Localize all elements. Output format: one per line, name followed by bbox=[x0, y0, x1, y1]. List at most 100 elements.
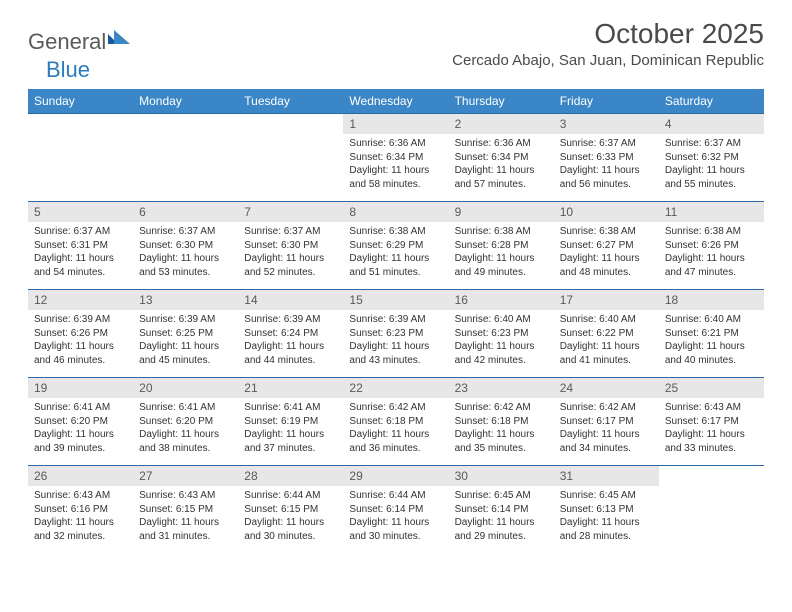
calendar-cell: 5Sunrise: 6:37 AMSunset: 6:31 PMDaylight… bbox=[28, 202, 133, 290]
day-number: 28 bbox=[238, 466, 343, 486]
calendar-cell bbox=[659, 466, 764, 554]
day-data: Sunrise: 6:39 AMSunset: 6:25 PMDaylight:… bbox=[133, 310, 238, 371]
day-number: 31 bbox=[554, 466, 659, 486]
calendar-cell: 15Sunrise: 6:39 AMSunset: 6:23 PMDayligh… bbox=[343, 290, 448, 378]
day-data: Sunrise: 6:43 AMSunset: 6:16 PMDaylight:… bbox=[28, 486, 133, 547]
day-number: 19 bbox=[28, 378, 133, 398]
day-number: 8 bbox=[343, 202, 448, 222]
day-number: 6 bbox=[133, 202, 238, 222]
day-number: 27 bbox=[133, 466, 238, 486]
calendar-cell: 9Sunrise: 6:38 AMSunset: 6:28 PMDaylight… bbox=[449, 202, 554, 290]
day-data: Sunrise: 6:45 AMSunset: 6:14 PMDaylight:… bbox=[449, 486, 554, 547]
day-data: Sunrise: 6:45 AMSunset: 6:13 PMDaylight:… bbox=[554, 486, 659, 547]
calendar-cell: 10Sunrise: 6:38 AMSunset: 6:27 PMDayligh… bbox=[554, 202, 659, 290]
day-number: 29 bbox=[343, 466, 448, 486]
day-number: 4 bbox=[659, 114, 764, 134]
day-number: 16 bbox=[449, 290, 554, 310]
brand-part2: Blue bbox=[46, 57, 90, 83]
day-number: 2 bbox=[449, 114, 554, 134]
brand-mark-icon bbox=[108, 24, 130, 50]
calendar-cell: 21Sunrise: 6:41 AMSunset: 6:19 PMDayligh… bbox=[238, 378, 343, 466]
day-data: Sunrise: 6:41 AMSunset: 6:19 PMDaylight:… bbox=[238, 398, 343, 459]
day-number: 12 bbox=[28, 290, 133, 310]
day-number: 3 bbox=[554, 114, 659, 134]
day-data: Sunrise: 6:43 AMSunset: 6:17 PMDaylight:… bbox=[659, 398, 764, 459]
day-number: 26 bbox=[28, 466, 133, 486]
calendar-cell: 28Sunrise: 6:44 AMSunset: 6:15 PMDayligh… bbox=[238, 466, 343, 554]
calendar-cell: 12Sunrise: 6:39 AMSunset: 6:26 PMDayligh… bbox=[28, 290, 133, 378]
day-data: Sunrise: 6:38 AMSunset: 6:29 PMDaylight:… bbox=[343, 222, 448, 283]
day-data: Sunrise: 6:40 AMSunset: 6:23 PMDaylight:… bbox=[449, 310, 554, 371]
calendar-head: SundayMondayTuesdayWednesdayThursdayFrid… bbox=[28, 89, 764, 114]
calendar-cell: 14Sunrise: 6:39 AMSunset: 6:24 PMDayligh… bbox=[238, 290, 343, 378]
day-number: 22 bbox=[343, 378, 448, 398]
day-header: Monday bbox=[133, 89, 238, 114]
calendar-cell: 16Sunrise: 6:40 AMSunset: 6:23 PMDayligh… bbox=[449, 290, 554, 378]
day-data: Sunrise: 6:37 AMSunset: 6:31 PMDaylight:… bbox=[28, 222, 133, 283]
calendar-row: 26Sunrise: 6:43 AMSunset: 6:16 PMDayligh… bbox=[28, 466, 764, 554]
day-number: 15 bbox=[343, 290, 448, 310]
calendar-cell: 31Sunrise: 6:45 AMSunset: 6:13 PMDayligh… bbox=[554, 466, 659, 554]
day-data: Sunrise: 6:37 AMSunset: 6:30 PMDaylight:… bbox=[238, 222, 343, 283]
day-number: 14 bbox=[238, 290, 343, 310]
day-data: Sunrise: 6:43 AMSunset: 6:15 PMDaylight:… bbox=[133, 486, 238, 547]
day-data: Sunrise: 6:42 AMSunset: 6:17 PMDaylight:… bbox=[554, 398, 659, 459]
day-data: Sunrise: 6:38 AMSunset: 6:26 PMDaylight:… bbox=[659, 222, 764, 283]
day-data: Sunrise: 6:41 AMSunset: 6:20 PMDaylight:… bbox=[133, 398, 238, 459]
calendar-cell: 4Sunrise: 6:37 AMSunset: 6:32 PMDaylight… bbox=[659, 114, 764, 202]
brand-part1: General bbox=[28, 29, 106, 55]
calendar-cell: 30Sunrise: 6:45 AMSunset: 6:14 PMDayligh… bbox=[449, 466, 554, 554]
day-data: Sunrise: 6:44 AMSunset: 6:14 PMDaylight:… bbox=[343, 486, 448, 547]
calendar-cell: 19Sunrise: 6:41 AMSunset: 6:20 PMDayligh… bbox=[28, 378, 133, 466]
day-number: 11 bbox=[659, 202, 764, 222]
calendar-row: 19Sunrise: 6:41 AMSunset: 6:20 PMDayligh… bbox=[28, 378, 764, 466]
day-number: 5 bbox=[28, 202, 133, 222]
calendar-row: 1Sunrise: 6:36 AMSunset: 6:34 PMDaylight… bbox=[28, 114, 764, 202]
calendar-cell: 3Sunrise: 6:37 AMSunset: 6:33 PMDaylight… bbox=[554, 114, 659, 202]
calendar-cell: 23Sunrise: 6:42 AMSunset: 6:18 PMDayligh… bbox=[449, 378, 554, 466]
calendar-cell: 17Sunrise: 6:40 AMSunset: 6:22 PMDayligh… bbox=[554, 290, 659, 378]
day-number: 10 bbox=[554, 202, 659, 222]
day-data: Sunrise: 6:42 AMSunset: 6:18 PMDaylight:… bbox=[449, 398, 554, 459]
day-header: Sunday bbox=[28, 89, 133, 114]
brand-logo: General bbox=[28, 18, 130, 60]
day-data: Sunrise: 6:39 AMSunset: 6:23 PMDaylight:… bbox=[343, 310, 448, 371]
day-data: Sunrise: 6:39 AMSunset: 6:26 PMDaylight:… bbox=[28, 310, 133, 371]
calendar-cell: 18Sunrise: 6:40 AMSunset: 6:21 PMDayligh… bbox=[659, 290, 764, 378]
day-number: 17 bbox=[554, 290, 659, 310]
day-data: Sunrise: 6:41 AMSunset: 6:20 PMDaylight:… bbox=[28, 398, 133, 459]
calendar-cell: 6Sunrise: 6:37 AMSunset: 6:30 PMDaylight… bbox=[133, 202, 238, 290]
day-data: Sunrise: 6:37 AMSunset: 6:33 PMDaylight:… bbox=[554, 134, 659, 195]
calendar-row: 5Sunrise: 6:37 AMSunset: 6:31 PMDaylight… bbox=[28, 202, 764, 290]
day-number: 23 bbox=[449, 378, 554, 398]
day-data: Sunrise: 6:39 AMSunset: 6:24 PMDaylight:… bbox=[238, 310, 343, 371]
calendar-cell bbox=[133, 114, 238, 202]
day-data: Sunrise: 6:37 AMSunset: 6:32 PMDaylight:… bbox=[659, 134, 764, 195]
day-data: Sunrise: 6:40 AMSunset: 6:22 PMDaylight:… bbox=[554, 310, 659, 371]
day-data: Sunrise: 6:36 AMSunset: 6:34 PMDaylight:… bbox=[449, 134, 554, 195]
calendar-cell: 2Sunrise: 6:36 AMSunset: 6:34 PMDaylight… bbox=[449, 114, 554, 202]
calendar-cell: 26Sunrise: 6:43 AMSunset: 6:16 PMDayligh… bbox=[28, 466, 133, 554]
day-number: 1 bbox=[343, 114, 448, 134]
day-data: Sunrise: 6:36 AMSunset: 6:34 PMDaylight:… bbox=[343, 134, 448, 195]
calendar-cell: 20Sunrise: 6:41 AMSunset: 6:20 PMDayligh… bbox=[133, 378, 238, 466]
day-header: Friday bbox=[554, 89, 659, 114]
calendar-cell bbox=[28, 114, 133, 202]
day-data: Sunrise: 6:40 AMSunset: 6:21 PMDaylight:… bbox=[659, 310, 764, 371]
day-header: Thursday bbox=[449, 89, 554, 114]
calendar-page: General October 2025 Cercado Abajo, San … bbox=[0, 0, 792, 564]
day-number: 13 bbox=[133, 290, 238, 310]
day-data: Sunrise: 6:38 AMSunset: 6:27 PMDaylight:… bbox=[554, 222, 659, 283]
calendar-cell: 27Sunrise: 6:43 AMSunset: 6:15 PMDayligh… bbox=[133, 466, 238, 554]
day-number: 20 bbox=[133, 378, 238, 398]
calendar-cell: 24Sunrise: 6:42 AMSunset: 6:17 PMDayligh… bbox=[554, 378, 659, 466]
day-header: Saturday bbox=[659, 89, 764, 114]
calendar-cell: 13Sunrise: 6:39 AMSunset: 6:25 PMDayligh… bbox=[133, 290, 238, 378]
day-number: 9 bbox=[449, 202, 554, 222]
title-block: October 2025 Cercado Abajo, San Juan, Do… bbox=[452, 18, 764, 69]
day-header: Tuesday bbox=[238, 89, 343, 114]
day-header: Wednesday bbox=[343, 89, 448, 114]
location-line: Cercado Abajo, San Juan, Dominican Repub… bbox=[452, 52, 764, 69]
day-data: Sunrise: 6:44 AMSunset: 6:15 PMDaylight:… bbox=[238, 486, 343, 547]
calendar-cell bbox=[238, 114, 343, 202]
